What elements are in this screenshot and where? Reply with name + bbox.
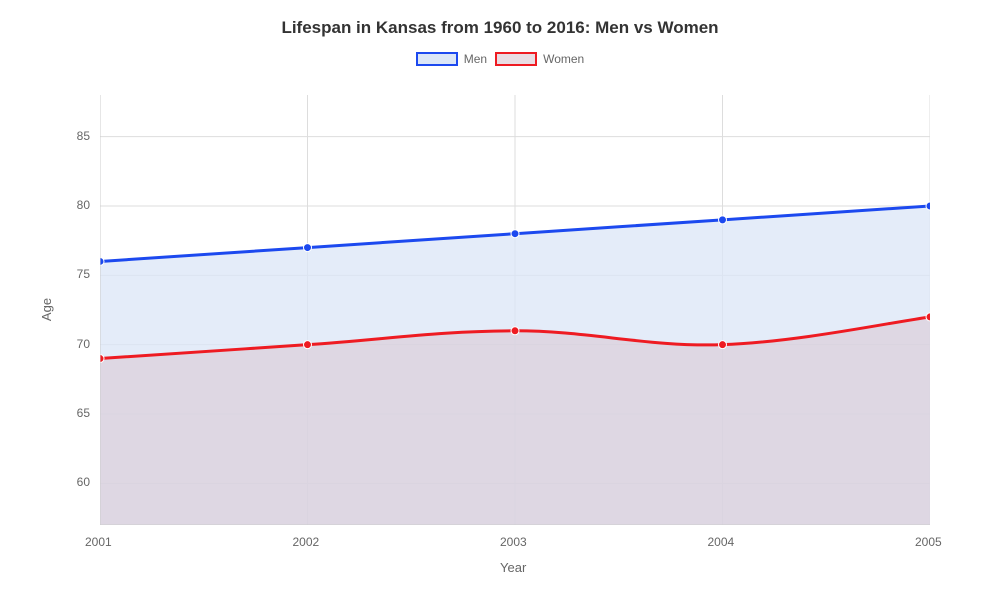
x-tick-label: 2001 [85, 535, 112, 549]
x-tick-label: 2004 [708, 535, 735, 549]
y-tick-label: 65 [77, 406, 90, 420]
legend-swatch [416, 52, 458, 66]
y-tick-label: 60 [77, 475, 90, 489]
legend-label: Men [464, 52, 487, 66]
y-tick-label: 85 [77, 129, 90, 143]
legend-label: Women [543, 52, 584, 66]
x-tick-label: 2002 [293, 535, 320, 549]
y-axis-label: Age [39, 298, 54, 321]
chart-legend: Men Women [0, 52, 1000, 66]
x-axis-label: Year [500, 560, 526, 575]
x-tick-label: 2003 [500, 535, 527, 549]
chart-svg [100, 95, 930, 525]
chart-title: Lifespan in Kansas from 1960 to 2016: Me… [0, 18, 1000, 38]
chart-container: Lifespan in Kansas from 1960 to 2016: Me… [0, 0, 1000, 600]
legend-swatch [495, 52, 537, 66]
legend-item[interactable]: Men [416, 52, 487, 66]
y-tick-label: 70 [77, 337, 90, 351]
plot-area [100, 95, 930, 525]
y-tick-label: 75 [77, 267, 90, 281]
legend-item[interactable]: Women [495, 52, 584, 66]
y-tick-label: 80 [77, 198, 90, 212]
x-tick-label: 2005 [915, 535, 942, 549]
